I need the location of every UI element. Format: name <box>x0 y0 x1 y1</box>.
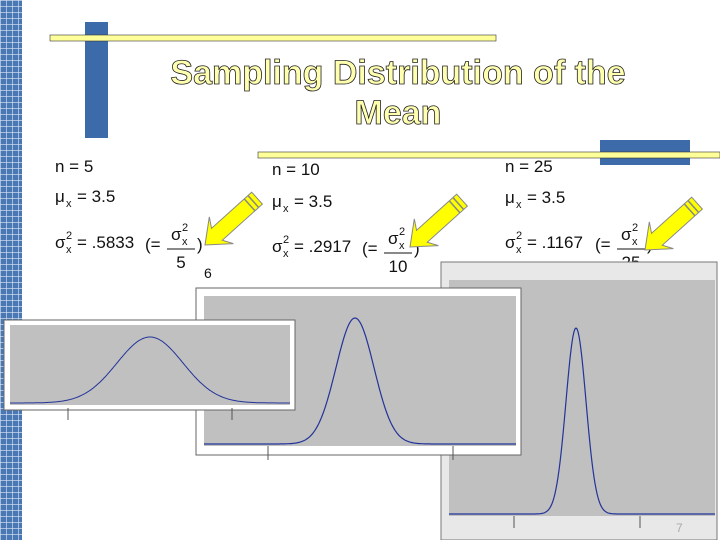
mu: μ <box>505 188 515 207</box>
n-label: n = 5 <box>55 157 93 176</box>
frac-den: 5 <box>176 253 185 272</box>
arrow <box>644 196 704 251</box>
paren: ) <box>414 239 420 258</box>
page-number: 7 <box>676 521 683 535</box>
subscript: x <box>283 203 289 215</box>
sigma: σ <box>505 233 516 252</box>
arrow-shape <box>204 191 264 246</box>
arrow-shape <box>644 196 704 251</box>
superscript: 2 <box>516 230 522 242</box>
mu: μ <box>272 192 282 211</box>
variance: = .1167 <box>527 233 583 252</box>
arrow-shape <box>409 193 469 248</box>
title: Sampling Distribution of the <box>170 54 625 92</box>
mean: = 3.5 <box>77 187 115 206</box>
arrow <box>409 193 469 248</box>
frac-den: 10 <box>389 257 408 276</box>
subscript: x <box>66 198 72 210</box>
variance: = .2917 <box>294 237 351 256</box>
variance: = .5833 <box>77 233 134 252</box>
superscript: 2 <box>182 222 188 234</box>
superscript: 2 <box>632 222 638 234</box>
superscript: 2 <box>283 234 289 246</box>
arrow-stripes <box>243 195 260 212</box>
paren: (= <box>145 235 161 254</box>
mean: = 3.5 <box>294 192 332 211</box>
subscript: x <box>516 244 522 256</box>
frac-num: σ <box>388 229 399 248</box>
frac-num: σ <box>171 225 182 244</box>
rule <box>49 34 497 42</box>
curve <box>449 327 715 515</box>
plot-area <box>10 325 290 405</box>
paren: (= <box>595 235 611 254</box>
arrow <box>204 191 264 246</box>
n-label: n = 25 <box>505 157 553 176</box>
title: Mean <box>355 94 442 132</box>
mu: μ <box>55 187 65 206</box>
frac-num: σ <box>621 225 632 244</box>
superscript: 2 <box>399 226 405 238</box>
mean: = 3.5 <box>527 188 565 207</box>
superscript: 2 <box>66 230 72 242</box>
sigma: σ <box>55 233 66 252</box>
subscript: x <box>283 248 289 260</box>
stray-label: 6 <box>204 265 212 281</box>
curve <box>204 317 516 445</box>
accent-block <box>85 22 108 138</box>
paren: (= <box>362 239 378 258</box>
sigma: σ <box>272 237 283 256</box>
subscript: x <box>516 199 522 211</box>
arrow-stripes <box>683 200 700 217</box>
n-label: n = 10 <box>272 160 320 179</box>
curve <box>10 336 290 404</box>
arrow-stripes <box>448 197 465 214</box>
paren: ) <box>197 235 203 254</box>
subscript: x <box>182 236 188 248</box>
subscript: x <box>632 236 638 248</box>
side-stripe <box>0 0 22 540</box>
rule <box>257 151 720 159</box>
subscript: x <box>399 240 405 252</box>
subscript: x <box>66 244 72 256</box>
